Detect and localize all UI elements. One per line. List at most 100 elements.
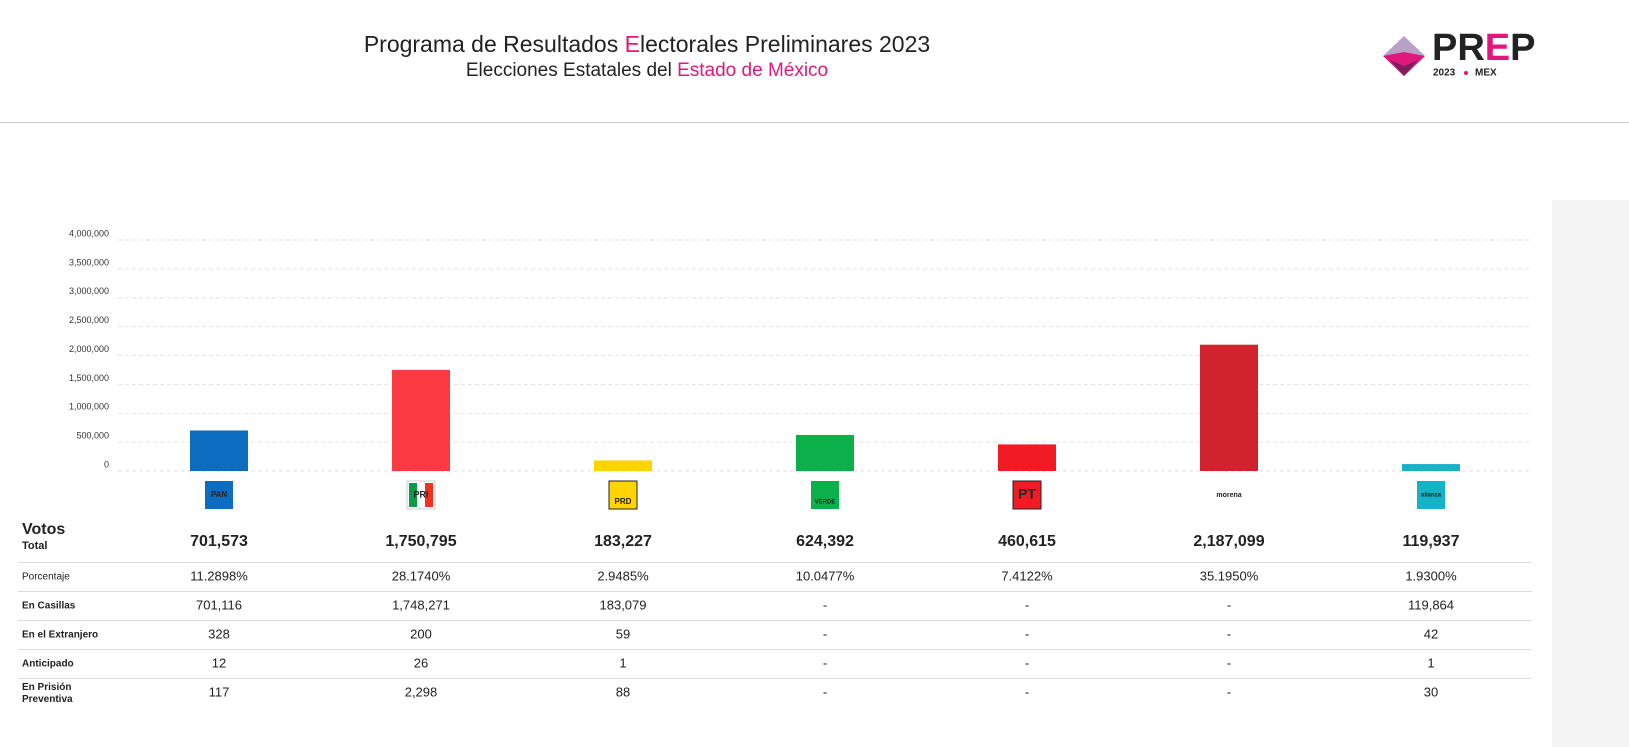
page-margin bbox=[1552, 200, 1629, 747]
row-label: Anticipado bbox=[22, 659, 74, 670]
row-label: En Casillas bbox=[22, 601, 76, 612]
party-logo: PRI bbox=[406, 480, 436, 510]
row-label: Porcentaje bbox=[22, 572, 70, 583]
logo-year: 2023 bbox=[1433, 68, 1456, 79]
total-value: 701,573 bbox=[190, 533, 248, 550]
logo-part: E bbox=[1485, 27, 1510, 69]
party-logo: PRD bbox=[608, 480, 638, 510]
logo-part: PR bbox=[1432, 27, 1485, 69]
bar bbox=[190, 430, 248, 471]
table-cell: 30 bbox=[1424, 684, 1438, 699]
total-value: 460,615 bbox=[998, 533, 1056, 550]
party-logo-text: alianza bbox=[1421, 493, 1442, 499]
bar bbox=[392, 369, 450, 471]
bar bbox=[796, 434, 854, 471]
total-value: 183,227 bbox=[594, 533, 652, 550]
y-tick-label: 500,000 bbox=[76, 431, 109, 441]
table-cell: 12 bbox=[212, 655, 226, 670]
logo-dot bbox=[1464, 71, 1468, 75]
logo-box bbox=[1012, 480, 1042, 510]
table-cell: 1 bbox=[619, 655, 626, 670]
logo-box bbox=[205, 481, 233, 509]
table-cell: 28.1740% bbox=[392, 568, 451, 583]
party-logo-text: PRD bbox=[615, 497, 632, 506]
party-logo-text: PRI bbox=[413, 489, 428, 499]
table-cell: - bbox=[823, 626, 827, 641]
logo-band bbox=[409, 483, 417, 507]
table-cell: - bbox=[823, 684, 827, 699]
party-logo-text: VERDE bbox=[815, 500, 836, 506]
total-value: 1,750,795 bbox=[385, 533, 456, 550]
table-cell: 11.2898% bbox=[190, 568, 248, 583]
table-cell: 10.0477% bbox=[796, 568, 855, 583]
party-logo-text: PT bbox=[1018, 486, 1036, 502]
logo-shape bbox=[1383, 52, 1425, 76]
party-logo: alianza bbox=[1417, 481, 1445, 509]
logo-box bbox=[608, 480, 638, 510]
y-tick-label: 1,000,000 bbox=[69, 402, 109, 412]
y-tick-label: 2,000,000 bbox=[69, 344, 109, 354]
total-value: 2,187,099 bbox=[1193, 533, 1264, 550]
total-value: 624,392 bbox=[796, 533, 854, 550]
y-tick-label: 3,500,000 bbox=[69, 257, 109, 267]
table-cell: 1 bbox=[1427, 655, 1434, 670]
bar bbox=[998, 444, 1056, 471]
table-cell: 26 bbox=[414, 655, 428, 670]
bar bbox=[594, 460, 652, 471]
party-logo: morena bbox=[1216, 492, 1241, 499]
logo-text: PREP bbox=[1432, 27, 1536, 69]
subtitle-part: Elecciones Estatales del bbox=[466, 60, 677, 81]
logo-part: P bbox=[1510, 27, 1535, 69]
table-cell: 119,864 bbox=[1408, 597, 1454, 612]
logo-box bbox=[1417, 481, 1445, 509]
table-cell: - bbox=[1025, 626, 1029, 641]
table-cell: 7.4122% bbox=[1001, 568, 1053, 583]
y-tick-label: 1,500,000 bbox=[69, 373, 109, 383]
logo[interactable]: PREP 2023 MEX bbox=[1383, 27, 1536, 79]
bar bbox=[1402, 464, 1460, 471]
logo-box bbox=[811, 481, 839, 509]
table-cell: 1,748,271 bbox=[392, 597, 450, 612]
table-cell: - bbox=[1025, 684, 1029, 699]
title-part: lectorales Preliminares 2023 bbox=[640, 31, 930, 57]
table-cell: 59 bbox=[616, 626, 630, 641]
subtitle-part: Estado de México bbox=[677, 60, 828, 81]
y-tick-label: 4,000,000 bbox=[69, 228, 109, 238]
table-cell: 42 bbox=[1424, 626, 1438, 641]
table-cell: - bbox=[1227, 597, 1231, 612]
row-label-line: Preventiva bbox=[22, 694, 73, 705]
title-part: E bbox=[625, 31, 640, 57]
table-cell: 117 bbox=[209, 684, 230, 699]
header-subtitle: Elecciones Estatales del Estado de Méxic… bbox=[466, 60, 828, 81]
table-cell: - bbox=[1227, 626, 1231, 641]
header-title: Programa de Resultados Electorales Preli… bbox=[364, 31, 930, 57]
votos-label: Votos bbox=[22, 521, 65, 538]
party-logo: PAN bbox=[205, 481, 233, 509]
table-cell: 88 bbox=[616, 684, 630, 699]
table-cell: - bbox=[823, 597, 827, 612]
y-tick-label: 3,000,000 bbox=[69, 286, 109, 296]
y-tick-label: 2,500,000 bbox=[69, 315, 109, 325]
total-value: 119,937 bbox=[1403, 533, 1460, 550]
party-logo: PT bbox=[1012, 480, 1042, 510]
row-label: En el Extranjero bbox=[22, 630, 98, 641]
party-logo: VERDE bbox=[811, 481, 839, 509]
bar bbox=[1200, 344, 1258, 471]
table-cell: 701,116 bbox=[196, 597, 242, 612]
table-cell: 328 bbox=[208, 626, 230, 641]
table-cell: - bbox=[1025, 655, 1029, 670]
title-part: Programa de Resultados bbox=[364, 31, 625, 57]
table-cell: - bbox=[1227, 684, 1231, 699]
table-cell: - bbox=[823, 655, 827, 670]
logo-band bbox=[425, 483, 433, 507]
table-cell: 2.9485% bbox=[597, 568, 649, 583]
row-label: En Prisión Preventiva bbox=[22, 682, 73, 705]
party-logo-text: morena bbox=[1216, 492, 1241, 499]
y-tick-label: 0 bbox=[104, 459, 109, 469]
table-cell: 35.1950% bbox=[1200, 568, 1259, 583]
table-cell: - bbox=[1227, 655, 1231, 670]
party-logo-text: PAN bbox=[211, 490, 228, 499]
table-cell: 183,079 bbox=[600, 597, 647, 612]
